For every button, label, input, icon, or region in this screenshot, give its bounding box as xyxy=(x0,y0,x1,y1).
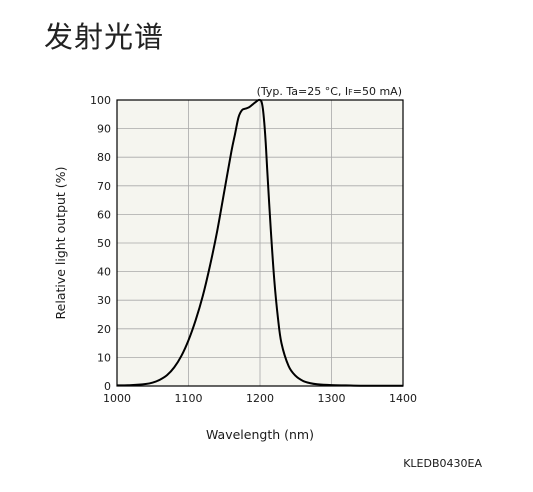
page-title: 发射光谱 xyxy=(44,20,165,54)
plot-border xyxy=(116,99,404,387)
y-tick-label: 20 xyxy=(97,323,111,336)
x-tick-label: 1000 xyxy=(103,392,131,405)
x-axis-label: Wavelength (nm) xyxy=(206,427,314,442)
y-tick-label: 60 xyxy=(97,208,111,221)
x-tick-label: 1200 xyxy=(246,392,274,405)
y-tick-label: 90 xyxy=(97,123,111,136)
y-tick-label: 0 xyxy=(104,380,111,393)
x-tick-label: 1400 xyxy=(389,392,417,405)
gridlines xyxy=(117,100,403,386)
y-tick-label: 10 xyxy=(97,351,111,364)
y-tick-label: 30 xyxy=(97,294,111,307)
y-tick-label: 70 xyxy=(97,180,111,193)
measurement-conditions: (Typ. Ta=25 °C, IF=50 mA) xyxy=(257,85,402,98)
y-tick-label: 80 xyxy=(97,151,111,164)
y-tick-label: 100 xyxy=(90,94,111,107)
y-tick-label: 50 xyxy=(97,237,111,250)
y-axis-ticks: 0 10 20 30 40 50 60 70 80 90 100 xyxy=(90,94,111,393)
x-axis-ticks: 1000 1100 1200 1300 1400 xyxy=(103,392,417,405)
x-tick-label: 1100 xyxy=(175,392,203,405)
y-axis-label: Relative light output (%) xyxy=(53,167,68,320)
document-code: KLEDB0430EA xyxy=(403,457,482,470)
y-tick-label: 40 xyxy=(97,266,111,279)
x-tick-label: 1300 xyxy=(318,392,346,405)
